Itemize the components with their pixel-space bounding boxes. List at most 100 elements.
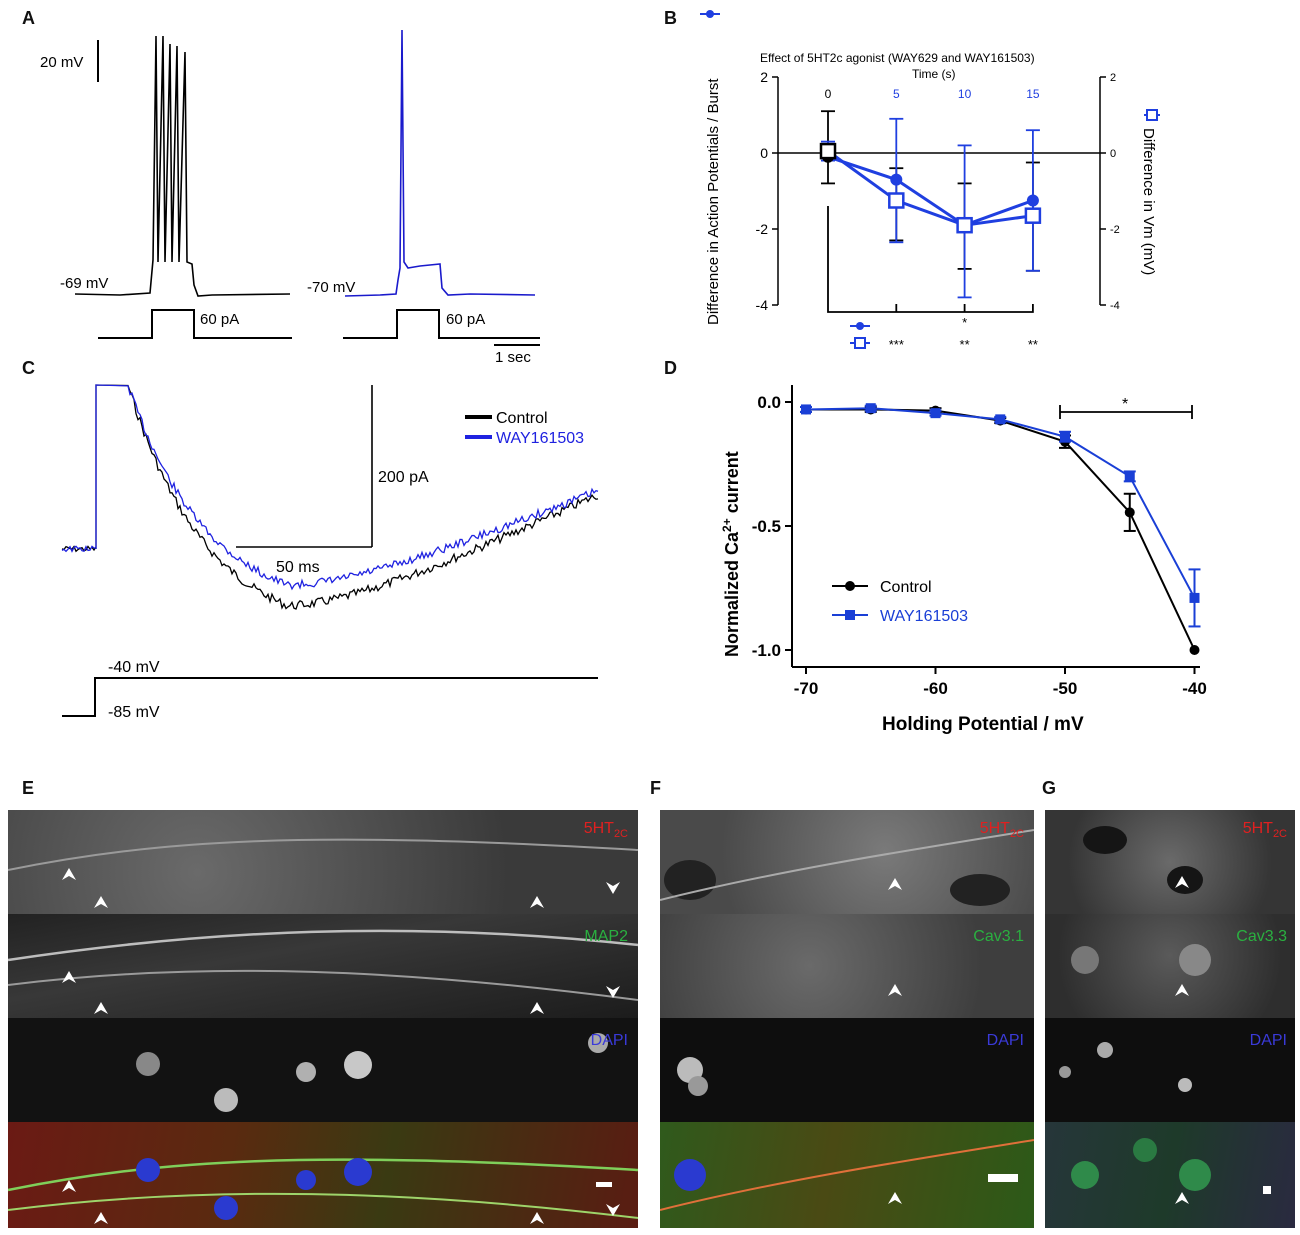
arrowhead [1175, 984, 1189, 996]
y-tick-label-right: 2 [1110, 72, 1116, 84]
legend-marker-ap [706, 10, 714, 18]
y-tick-label-left: -4 [756, 297, 769, 313]
data-point-agonist [1124, 471, 1135, 482]
label-step-voltage: -40 mV [108, 659, 160, 676]
legend-label-agonist: WAY161503 [880, 608, 968, 625]
y-tick-label-left: -2 [756, 221, 769, 237]
data-point-control [1124, 507, 1135, 518]
data-point-agonist [930, 408, 941, 419]
panel-label-c: C [22, 358, 35, 378]
strip-merge [660, 1122, 1034, 1228]
data-point-agonist [1189, 592, 1200, 603]
label-rest-2: -70 mV [307, 279, 355, 296]
legend-label-control: Control [496, 410, 548, 427]
x-tick-label: -50 [1053, 679, 1078, 698]
nucleus [214, 1196, 238, 1220]
dendrite [8, 838, 638, 871]
sig-bracket [827, 206, 1034, 313]
data-point-agonist [801, 404, 811, 415]
y-tick-label-right: -4 [1110, 300, 1120, 312]
label-rest-1: -69 mV [60, 275, 108, 292]
legend-marker-agonist [845, 610, 855, 620]
arrowhead [530, 1002, 544, 1014]
panel-a-traces: 20 mV -69 mV 60 pA -70 mV 60 pA 1 sec [40, 29, 540, 366]
nucleus [136, 1052, 160, 1076]
nucleus [1097, 1042, 1113, 1058]
panel-label-e: E [22, 778, 35, 798]
sig-marker: ** [1028, 337, 1038, 352]
strip-dapi [1045, 1018, 1295, 1122]
label-step-1: 60 pA [200, 311, 239, 328]
arrowhead [62, 868, 76, 880]
panel-c-traces: 200 pA 50 ms Control WAY161503 -40 mV -8… [61, 384, 599, 721]
nucleus [344, 1051, 372, 1079]
data-point-agonist [865, 403, 876, 414]
series-line [827, 149, 1034, 227]
legend-marker-vm [1146, 109, 1158, 121]
strip-cav31 [660, 914, 1034, 1018]
label-5ht2c: 5HT2C [583, 820, 628, 841]
panel-b-ylabel-left: Difference in Action Potentials / Burst [705, 78, 722, 325]
sig-row-ap-marker [856, 322, 864, 330]
panel-b-subtitle: Time (s) [912, 67, 956, 81]
y-tick-label-right: -2 [1110, 224, 1120, 236]
dark-soma [950, 874, 1010, 906]
arrowhead [530, 1212, 544, 1224]
data-point-vm [819, 142, 837, 160]
data-point-vm [888, 192, 905, 209]
label-cav33: Cav3.3 [1236, 928, 1287, 945]
dendrite [8, 1192, 638, 1219]
arrowhead [606, 882, 620, 894]
panel-label-g: G [1042, 778, 1057, 798]
step-command-2 [343, 309, 540, 339]
panel-label-a: A [22, 8, 35, 28]
dark-soma [1167, 866, 1203, 894]
arrowheads [888, 878, 902, 1204]
label-step-2: 60 pA [446, 311, 485, 328]
scale-label-time: 50 ms [276, 559, 320, 576]
x-tick-label: 15 [1026, 87, 1040, 101]
strip-5ht2c [8, 810, 638, 914]
arrowhead [94, 1212, 108, 1224]
arrowhead [888, 878, 902, 890]
label-cav31: Cav3.1 [973, 928, 1024, 945]
scale-label-current: 200 pA [378, 469, 429, 486]
trace-control [61, 384, 599, 610]
trace-agonist [344, 29, 536, 297]
arrowheads [1175, 876, 1189, 1204]
nucleus [688, 1076, 708, 1096]
label-dapi: DAPI [1249, 1032, 1287, 1049]
nucleus [136, 1158, 160, 1182]
panel-b-chart: Effect of 5HT2c agonist (WAY629 and WAY1… [700, 10, 1160, 352]
x-tick-label: -40 [1182, 679, 1207, 698]
panel-b-ylabel-right: Difference in Vm (mV) [1140, 128, 1157, 275]
x-tick-label: 10 [958, 87, 972, 101]
panel-f-overlay [660, 829, 1034, 1211]
arrowhead [606, 986, 620, 998]
dendrite [8, 1158, 638, 1192]
nucleus [1178, 1078, 1192, 1092]
nucleus [344, 1158, 372, 1186]
arrowheads [62, 868, 620, 1224]
y-tick-label-left: 2 [760, 69, 768, 85]
soma [1071, 946, 1099, 974]
scale-label-voltage: 20 mV [40, 54, 83, 71]
data-point-control [1189, 645, 1200, 655]
data-point-ap [1026, 194, 1039, 207]
sig-marker: * [962, 315, 967, 330]
panel-g-overlay [1059, 826, 1271, 1204]
legend-label-control: Control [880, 579, 932, 596]
dendrite [660, 1139, 1034, 1211]
label-5ht2c: 5HT2C [979, 820, 1024, 841]
nucleus [296, 1170, 316, 1190]
label-dapi: DAPI [590, 1032, 628, 1049]
label-hold-voltage: -85 mV [108, 704, 160, 721]
scale-bar [596, 1182, 612, 1187]
data-point-ap [890, 173, 903, 186]
scale-bar [988, 1174, 1018, 1182]
sig-row-vm-marker [854, 337, 866, 349]
arrowhead [62, 1180, 76, 1192]
soma [1133, 1138, 1157, 1162]
arrowhead [1175, 876, 1189, 888]
nucleus [214, 1088, 238, 1112]
